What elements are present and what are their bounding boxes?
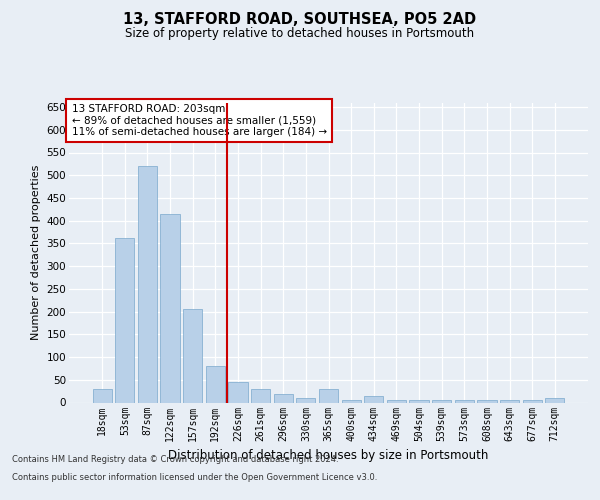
Bar: [500, 400, 519, 402]
Bar: [319, 389, 338, 402]
Bar: [251, 389, 270, 402]
Bar: [545, 398, 565, 402]
Bar: [432, 400, 451, 402]
Bar: [160, 214, 180, 402]
Text: Contains HM Land Registry data © Crown copyright and database right 2024.: Contains HM Land Registry data © Crown c…: [12, 455, 338, 464]
Bar: [138, 166, 157, 402]
Bar: [523, 400, 542, 402]
Bar: [341, 400, 361, 402]
Bar: [477, 400, 497, 402]
Bar: [364, 396, 383, 402]
Text: 13, STAFFORD ROAD, SOUTHSEA, PO5 2AD: 13, STAFFORD ROAD, SOUTHSEA, PO5 2AD: [124, 12, 476, 28]
Text: 13 STAFFORD ROAD: 203sqm
← 89% of detached houses are smaller (1,559)
11% of sem: 13 STAFFORD ROAD: 203sqm ← 89% of detach…: [71, 104, 327, 137]
Bar: [409, 400, 428, 402]
Bar: [387, 400, 406, 402]
Bar: [183, 310, 202, 402]
Text: Contains public sector information licensed under the Open Government Licence v3: Contains public sector information licen…: [12, 472, 377, 482]
X-axis label: Distribution of detached houses by size in Portsmouth: Distribution of detached houses by size …: [169, 449, 488, 462]
Bar: [296, 398, 316, 402]
Bar: [229, 382, 248, 402]
Bar: [455, 400, 474, 402]
Y-axis label: Number of detached properties: Number of detached properties: [31, 165, 41, 340]
Bar: [92, 389, 112, 402]
Bar: [115, 238, 134, 402]
Text: Size of property relative to detached houses in Portsmouth: Size of property relative to detached ho…: [125, 28, 475, 40]
Bar: [274, 394, 293, 402]
Bar: [206, 366, 225, 403]
